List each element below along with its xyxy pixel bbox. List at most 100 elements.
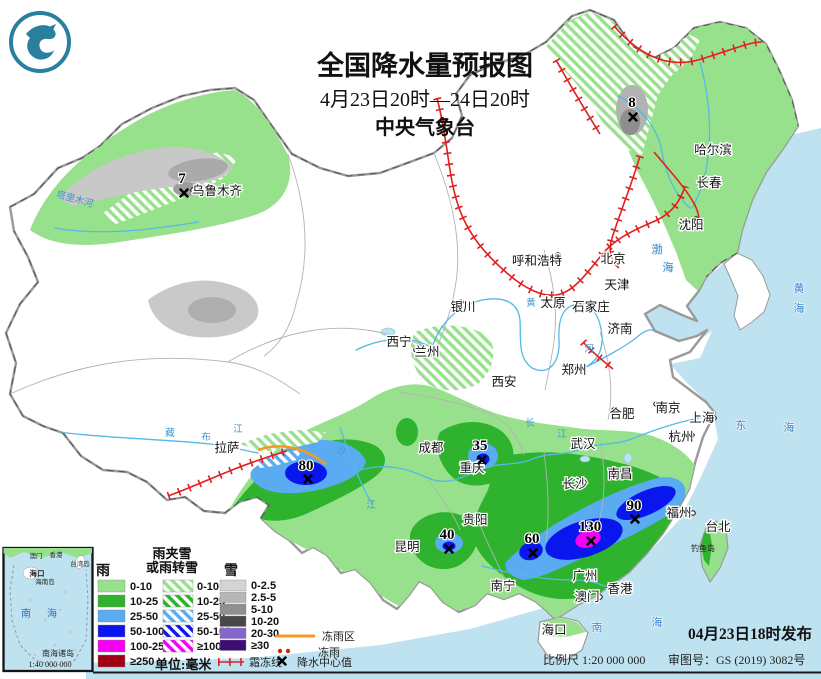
title-block: 全国降水量预报图 4月23日20时—24日20时 中央气象台 (316, 50, 533, 139)
forecast-period: 4月23日20时—24日20时 (320, 88, 530, 111)
city-label: 哈尔滨 (694, 142, 732, 157)
city-label: 昆明 (394, 540, 419, 554)
legend-label: 10-25 (197, 596, 225, 608)
legend-label: 0-2.5 (251, 580, 276, 592)
city-label: 石家庄 (572, 299, 610, 314)
rivers (29, 61, 716, 590)
agency-name: 中央气象台 (375, 115, 475, 139)
sea-label: 南 (592, 621, 603, 634)
legend-label: 0-10 (197, 581, 219, 593)
precip-center-value: 8 (628, 95, 636, 111)
sea-label: 东 (736, 419, 747, 432)
city-label: 银川 (450, 300, 475, 314)
precipitation-areas (6, 12, 798, 618)
inset-sea-label: 南 (21, 607, 31, 620)
precip-center-value: 80 (299, 458, 314, 474)
sea-label: 海 (794, 301, 805, 315)
province-borders (9, 152, 612, 586)
footer: 04月23日18时发布 比例尺 1:20 000 000 审图号：GS (201… (543, 624, 812, 667)
legend-label: ≥30 (251, 640, 269, 652)
sea-label: 渤 (652, 243, 663, 256)
legend-sleet-title: 或雨转雪 (146, 560, 198, 575)
city-label: 广州 (572, 569, 597, 583)
legend-swatch (162, 624, 194, 638)
lakes (380, 327, 633, 464)
legend-label: 20-30 (251, 628, 279, 640)
inset-taiwan (75, 555, 85, 569)
city-label: 南宁 (490, 578, 515, 593)
precip-center-value: 60 (525, 531, 540, 547)
inset-hainan (22, 566, 40, 580)
diaoyu-label: 钓鱼岛 (691, 543, 715, 553)
city-label: 北京 (600, 252, 625, 266)
inset-sea-label: 海 (47, 607, 57, 620)
page-title: 全国降水量预报图 (316, 50, 533, 81)
national-border-dash (5, 9, 799, 519)
cma-logo (9, 11, 71, 73)
river-label: 江 (366, 500, 376, 511)
precip-center-value: 90 (627, 498, 642, 514)
city-labels: 乌鲁木齐 哈尔滨 长春 沈阳 北京 天津 呼和浩特 太原 石家庄 济南 银川 西… (191, 141, 734, 639)
city-label: 呼和浩特 (512, 253, 562, 268)
legend-symbol-label: 冻雨区 (322, 629, 355, 643)
river-label: 藏 (165, 427, 175, 439)
city-label: 南京 (655, 400, 680, 415)
legend-label: ≥250 (130, 656, 154, 668)
legend-swatch (97, 654, 126, 668)
city-label: 拉萨 (214, 440, 239, 455)
city-markers (190, 147, 717, 633)
inset-islands-label: 南海诸岛 (42, 648, 74, 658)
legend-symbol-label: 冻雨 (318, 645, 340, 659)
map-scale: 比例尺 1:20 000 000 (543, 653, 645, 667)
hainan-rain-area (541, 618, 586, 637)
legend-label: 50-100 (130, 626, 164, 638)
city-label: 台北 (705, 519, 731, 534)
inset-label: 澳门 (30, 551, 43, 560)
city-label: 成都 (418, 441, 444, 455)
sea-label: 海 (784, 420, 795, 434)
river-label: 河 (584, 343, 594, 355)
sea-label: 黄 (794, 281, 805, 295)
legend-symbol-label: 霜冻线 (249, 655, 282, 669)
city-label: 合肥 (609, 406, 635, 421)
legend-label: 25-50 (130, 611, 158, 623)
city-label: 贵阳 (462, 513, 487, 527)
map-approval-number: 审图号：GS (2019) 3082号 (668, 652, 805, 667)
river-label: 长 (525, 417, 535, 429)
legend-swatch (219, 639, 247, 651)
inset-label: 香港 (50, 550, 64, 559)
city-label: 香港 (607, 582, 633, 596)
legend-swatch (219, 591, 247, 603)
precip-center-value: 35 (473, 438, 488, 454)
city-label: 长沙 (562, 477, 588, 491)
city-label: 沈阳 (678, 217, 703, 232)
legend-snow-title: 雪 (224, 562, 238, 579)
inset-scale: 1:40 000 000 (28, 660, 71, 669)
legend-swatch (162, 609, 194, 623)
sea-label: 海 (663, 260, 674, 274)
legend-swatch (162, 639, 194, 653)
taiwan-rain-band (701, 528, 712, 566)
legend-swatch (219, 615, 247, 627)
legend-swatch (162, 579, 194, 593)
legend-swatch (97, 609, 126, 623)
city-label: 澳门 (574, 589, 599, 604)
legend-rain-title: 雨 (96, 563, 110, 579)
frost-lines (166, 23, 763, 500)
legend-label: 10-20 (251, 616, 279, 628)
legend-symbol-label: 降水中心值 (297, 655, 352, 669)
city-label: 太原 (540, 295, 565, 310)
legend-label: 0-10 (130, 581, 152, 593)
sea-labels: 渤 海 黄 海 东 海 南 海 钓鱼岛 (591, 242, 806, 635)
legend-sleet-title: 雨夹雪 (152, 546, 191, 561)
inset-label: 海南岛 (35, 577, 55, 586)
legend-swatch (219, 627, 247, 639)
city-label: 杭州 (668, 429, 693, 444)
issue-time: 04月23日18时发布 (688, 624, 812, 643)
river-label: 布 (201, 431, 211, 443)
south-china-sea-inset: 澳门 香港 台湾岛 海口 海南岛 南 海 南海诸岛 1:40 000 000 (2, 546, 94, 673)
river-label: 沙 (336, 446, 346, 457)
legend-swatch (97, 594, 126, 608)
legend-swatch (162, 594, 194, 608)
